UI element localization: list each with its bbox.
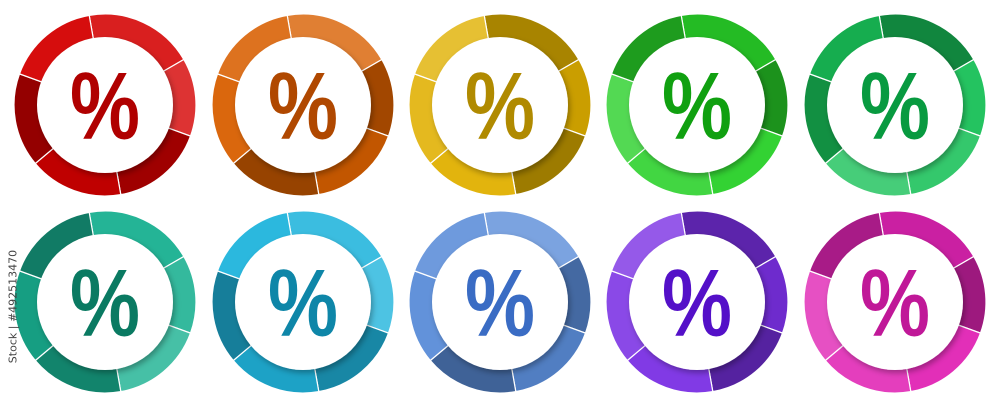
inner-circle [235,234,371,370]
percent-symbol: % [465,250,535,357]
percent-symbol: % [860,250,930,357]
percent-symbol: % [662,53,732,160]
inner-circle [37,234,173,370]
stock-id-watermark: Stock | #492513470 [6,249,20,364]
inner-circle [827,37,963,173]
percent-symbol: % [662,250,732,357]
percent-icon-red: % [13,13,197,197]
inner-circle [37,37,173,173]
percent-icon-yellow: % [408,13,592,197]
percent-icon-green: % [605,13,789,197]
percent-symbol: % [70,53,140,160]
percent-icon-emerald: % [803,13,987,197]
percent-icon-purple: % [605,210,789,394]
percent-symbol: % [860,53,930,160]
percent-symbol: % [465,53,535,160]
inner-circle [432,37,568,173]
percent-icon-blue: % [408,210,592,394]
inner-circle [235,37,371,173]
percent-icon-magenta: % [803,210,987,394]
percent-symbol: % [268,53,338,160]
inner-circle [827,234,963,370]
percent-icon-cyan: % [211,210,395,394]
inner-circle [629,37,765,173]
inner-circle [432,234,568,370]
percent-symbol: % [70,250,140,357]
percent-symbol: % [268,250,338,357]
inner-circle [629,234,765,370]
percent-icon-teal: % [13,210,197,394]
percent-icon-orange: % [211,13,395,197]
